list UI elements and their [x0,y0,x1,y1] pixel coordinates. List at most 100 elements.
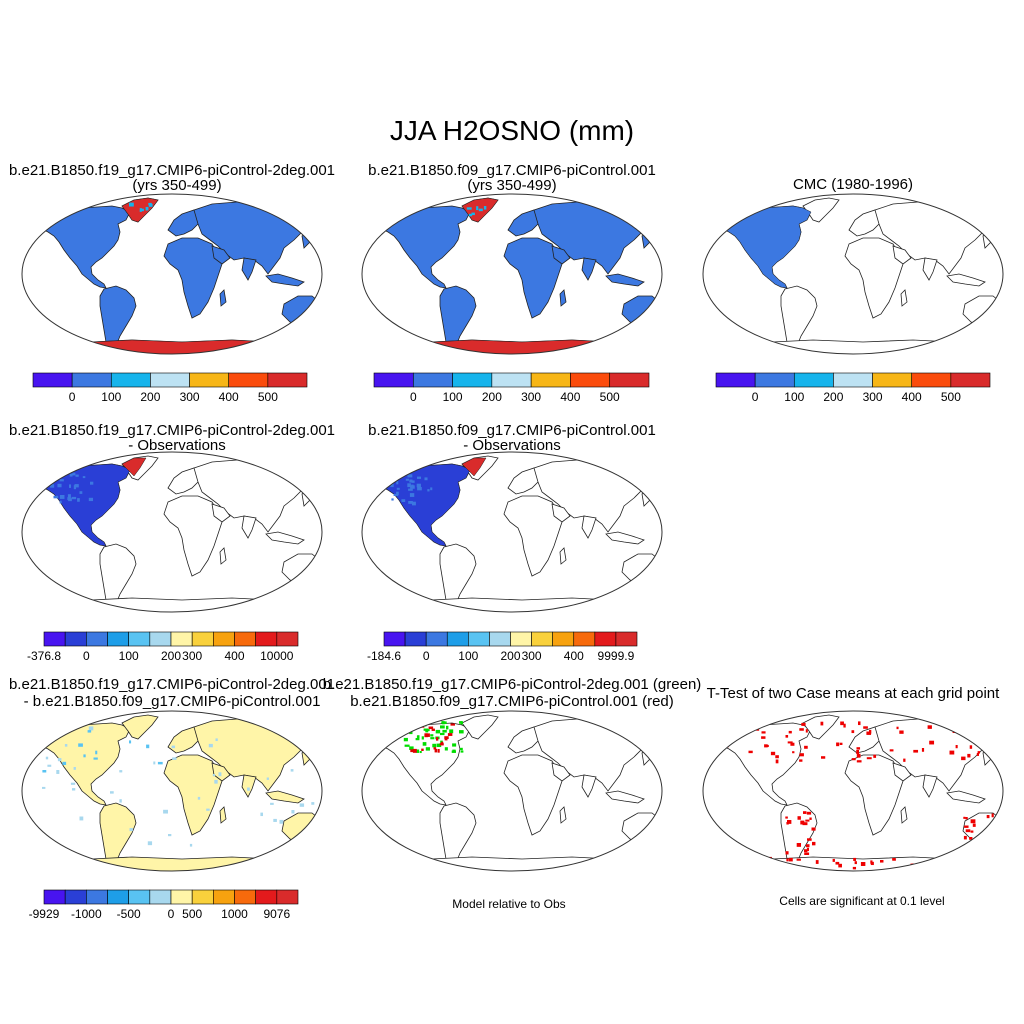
significant-cells [839,742,843,745]
case1-cells [416,735,420,738]
colorbar-box [594,631,617,647]
map-panel-case2-minus-obs [361,451,663,613]
greenland-difference [461,457,487,477]
significant-cells [856,753,861,758]
negative-difference-cells [70,782,76,785]
negative-difference-cells [171,745,176,749]
negative-difference-cells [56,770,60,774]
difference-cells [390,483,394,488]
negative-difference-cells [42,786,46,789]
colorbar-tick-label: 0 [83,649,90,663]
significant-cells [938,860,942,864]
difference-cells [396,487,400,490]
difference-cells [71,496,77,500]
significant-cells [921,748,925,752]
difference-cells [424,477,428,481]
negative-difference-cells [129,828,133,832]
case1-cells [416,749,420,753]
negative-difference-cells [88,726,94,731]
difference-cells [416,483,421,488]
significant-cells [903,758,906,762]
colorbar-tick-label: 0 [752,390,759,404]
colorbar-tick-label: 200 [161,649,181,663]
negative-difference-cells [208,743,213,748]
negative-difference-cells [42,770,47,773]
negative-difference-cells [197,796,201,800]
case1-cells [432,743,437,748]
colorbar-box [615,631,638,647]
colorbar-box [110,372,151,388]
significant-cells [832,858,835,862]
significant-cells [838,863,842,868]
colorbar-tick-label: -376.8 [27,649,61,663]
significant-cells [863,726,868,729]
antarctica-snow [57,339,322,354]
colorbar-box [570,372,611,388]
panel8-title-line1: T-Test of two Case means at each grid po… [707,685,1000,702]
light-blue-cells [139,208,142,212]
significant-cells [969,745,973,749]
negative-difference-cells [273,818,277,822]
significant-cells [764,744,768,748]
significant-cells [803,811,807,814]
significant-cells [992,725,996,729]
colorbar-tick-label: -1000 [71,907,102,921]
significant-cells [995,728,999,731]
negative-difference-cells [153,761,156,765]
case1-cells [425,747,430,751]
colorbar-box [754,372,795,388]
negative-difference-cells [73,767,76,770]
significant-cells [1002,833,1003,837]
colorbar-box [872,372,913,388]
negative-difference-cells [215,738,218,742]
colorbar-tick-label: 100 [101,390,121,404]
significant-cells [761,736,766,739]
case1-cells [423,728,427,731]
significant-cells [977,751,981,754]
significant-cells [892,858,896,861]
panel7-title-line1: b.e21.B1850.f19_g17.CMIP6-piControl-2deg… [323,676,702,693]
case1-cells [435,729,441,734]
significant-cells [991,813,994,818]
significant-cells [944,722,949,725]
map-border [361,193,663,355]
significant-cells [788,730,792,734]
significant-cells [770,751,776,756]
case2-cells [437,749,440,753]
negative-difference-cells [290,769,294,772]
colorbar-tick-label: 0 [168,907,175,921]
significant-cells [960,722,963,727]
significant-cells [949,750,955,755]
difference-cells [407,474,413,478]
colorbar-tick-label: 0 [423,649,430,663]
significant-cells [799,753,804,757]
difference-cells [72,472,76,476]
difference-cells [411,480,415,483]
colorbar-box [64,631,87,647]
difference-cells [68,498,72,502]
significant-cells [805,819,810,822]
significant-cells [766,744,769,748]
colorbar-box [452,372,493,388]
significant-cells [928,860,932,864]
difference-cells [50,484,55,488]
colorbar-box [149,889,172,905]
significant-cells [965,817,968,820]
map-panel-case1-minus-obs [21,451,323,613]
significant-cells [976,753,980,756]
negative-difference-cells [57,758,62,762]
negative-difference-cells [311,802,315,805]
case1-cells [430,737,435,740]
colorbar-box [715,372,756,388]
significant-cells [970,830,974,833]
colorbar-box [71,372,112,388]
light-blue-cells [145,206,149,211]
significant-cells [787,741,793,744]
significant-cells [785,735,789,738]
colorbar-tick-label: 10000 [260,649,294,663]
light-blue-cells [478,208,483,212]
significant-cells [843,723,846,728]
significant-cells [798,870,803,871]
significant-cells [836,742,840,747]
significant-cells [972,823,976,827]
